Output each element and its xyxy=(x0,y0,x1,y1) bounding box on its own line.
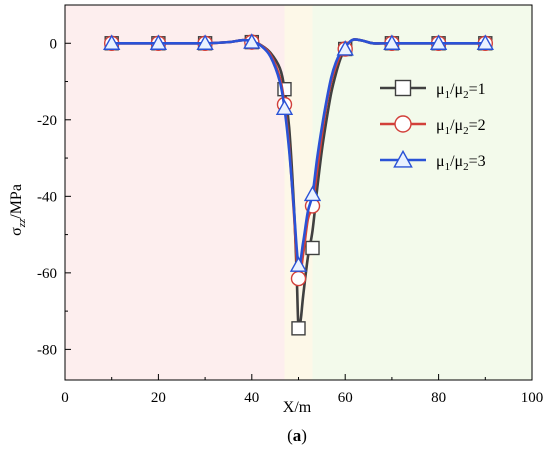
legend-label-part: 1 xyxy=(445,89,451,101)
background-region-0 xyxy=(65,5,285,380)
y-axis-label-unit: /MPa xyxy=(8,184,25,219)
y-axis-label-main: σ xyxy=(8,227,25,236)
series-1-point xyxy=(305,240,320,256)
x-tick-label: 80 xyxy=(431,390,446,406)
x-tick-label: 0 xyxy=(61,390,69,406)
series-2-point xyxy=(290,270,307,287)
x-tick-label: 40 xyxy=(244,390,259,406)
background-region-2 xyxy=(312,5,532,380)
series-3-point xyxy=(289,256,308,272)
series-3-point xyxy=(103,34,121,50)
series-3-point xyxy=(303,185,322,202)
legend-label-part: 1 xyxy=(445,125,451,137)
legend-label-part: /μ xyxy=(450,81,463,98)
series-3-point xyxy=(429,34,448,50)
panel-label-letter: a xyxy=(293,426,302,445)
legend-label-part: 1 xyxy=(445,161,451,173)
series-3-point xyxy=(196,34,214,50)
series-3 xyxy=(103,33,494,272)
series-3-point xyxy=(336,40,354,56)
series-3-point xyxy=(149,34,168,50)
y-tick-label: -20 xyxy=(37,113,57,129)
legend-label-part: 2 xyxy=(463,161,469,173)
legend-label-part: /μ xyxy=(450,153,463,170)
x-axis-label: X/m xyxy=(283,399,312,416)
series-3-point xyxy=(275,99,294,115)
legend-label-part: μ xyxy=(436,117,445,134)
legend-label-part: 2 xyxy=(463,89,469,101)
series-layer xyxy=(103,33,494,336)
y-tick-label: -60 xyxy=(37,266,57,282)
legend-label-part: /μ xyxy=(450,117,463,134)
x-tick-label: 100 xyxy=(521,390,544,406)
background-regions xyxy=(65,5,532,380)
legend-label-2: μ1/μ2=2 xyxy=(436,117,486,137)
legend-label-1: μ1/μ2=1 xyxy=(436,81,486,101)
y-tick-label: 0 xyxy=(50,36,58,52)
legend-label-part: μ xyxy=(436,81,445,98)
y-tick-label: -80 xyxy=(37,342,57,358)
legend-label-part: 2 xyxy=(463,125,469,137)
y-tick-label: -40 xyxy=(37,189,57,205)
y-axis-label-sub: zz xyxy=(16,218,28,228)
x-tick-label: 60 xyxy=(338,390,353,406)
legend-label-part: =1 xyxy=(469,81,486,98)
panel-label-close: ) xyxy=(301,426,307,445)
legend: μ1/μ2=1μ1/μ2=2μ1/μ2=3 xyxy=(380,79,486,173)
y-axis-label: σzz/MPa xyxy=(8,184,28,236)
legend-marker-3 xyxy=(393,149,413,168)
legend-marker-1 xyxy=(394,79,412,97)
legend-label-part: μ xyxy=(436,153,445,170)
legend-label-part: =3 xyxy=(469,153,486,170)
series-3-point xyxy=(476,34,494,50)
axes: 0 20 40 60 80 100 0 -20 -40 -60 -80 xyxy=(37,36,543,406)
series-3-point xyxy=(243,33,261,49)
series-1-point xyxy=(291,321,306,336)
x-tick-label: 20 xyxy=(151,390,166,406)
panel-label: (a) xyxy=(287,426,307,445)
legend-label-3: μ1/μ2=3 xyxy=(436,153,486,173)
panel-label-open: ( xyxy=(287,426,293,445)
legend-marker-2 xyxy=(394,115,412,133)
legend-label-part: =2 xyxy=(469,117,486,134)
series-3-point xyxy=(383,34,401,50)
